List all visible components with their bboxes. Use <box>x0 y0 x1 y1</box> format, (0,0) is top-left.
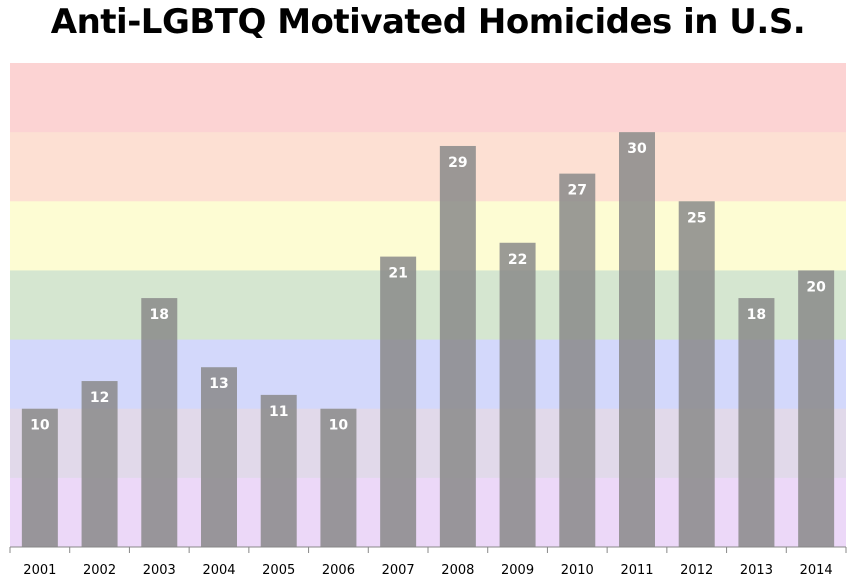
x-tick-label-2002: 2002 <box>83 563 116 578</box>
x-tick-label-2014: 2014 <box>800 563 833 578</box>
x-tick-label-2007: 2007 <box>382 563 415 578</box>
bar-2006 <box>320 408 357 547</box>
data-label-2010: 27 <box>568 183 587 199</box>
bar-2002 <box>81 381 118 547</box>
bar-2011 <box>619 132 655 547</box>
background-band <box>10 477 846 548</box>
bar-2005 <box>260 394 297 547</box>
x-tick-label-2008: 2008 <box>441 563 474 578</box>
x-tick-label-2001: 2001 <box>23 563 56 578</box>
data-label-2002: 12 <box>90 390 109 406</box>
x-tick-label-2005: 2005 <box>262 563 295 578</box>
background-band <box>10 63 846 133</box>
background-band <box>10 339 846 410</box>
bar-2007 <box>380 256 417 547</box>
data-label-2009: 22 <box>508 252 527 268</box>
background-band <box>10 201 846 271</box>
data-label-2004: 13 <box>209 376 228 392</box>
x-tick-label-2009: 2009 <box>501 563 534 578</box>
data-label-2014: 20 <box>806 279 826 295</box>
background-band <box>10 408 846 479</box>
x-tick-label-2004: 2004 <box>202 563 235 578</box>
x-tick-label-2006: 2006 <box>322 563 355 578</box>
bar-2012 <box>678 201 715 548</box>
data-label-2012: 25 <box>687 210 706 226</box>
bar-2010 <box>559 173 596 547</box>
background-band <box>10 132 846 202</box>
bar-2003 <box>141 298 178 547</box>
bar-2004 <box>201 367 237 547</box>
x-tick-label-2003: 2003 <box>143 563 176 578</box>
data-label-2011: 30 <box>627 141 647 157</box>
data-label-2008: 29 <box>448 155 467 171</box>
bar-2013 <box>738 298 775 547</box>
bar-2014 <box>798 270 835 547</box>
chart-title: Anti-LGBTQ Motivated Homicides in U.S. <box>50 2 806 42</box>
x-tick-label-2011: 2011 <box>620 563 653 578</box>
background-band <box>10 270 846 341</box>
data-label-2013: 18 <box>747 307 766 323</box>
data-label-2001: 10 <box>30 418 50 434</box>
data-label-2007: 21 <box>388 266 407 282</box>
data-label-2005: 11 <box>269 404 288 420</box>
data-label-2006: 10 <box>329 418 349 434</box>
x-tick-label-2010: 2010 <box>561 563 594 578</box>
bar-2008 <box>439 145 476 547</box>
bar-2009 <box>499 242 536 547</box>
bar-2001 <box>21 408 58 547</box>
x-tick-label-2013: 2013 <box>740 563 773 578</box>
data-label-2003: 18 <box>150 307 169 323</box>
x-tick-label-2012: 2012 <box>680 563 713 578</box>
